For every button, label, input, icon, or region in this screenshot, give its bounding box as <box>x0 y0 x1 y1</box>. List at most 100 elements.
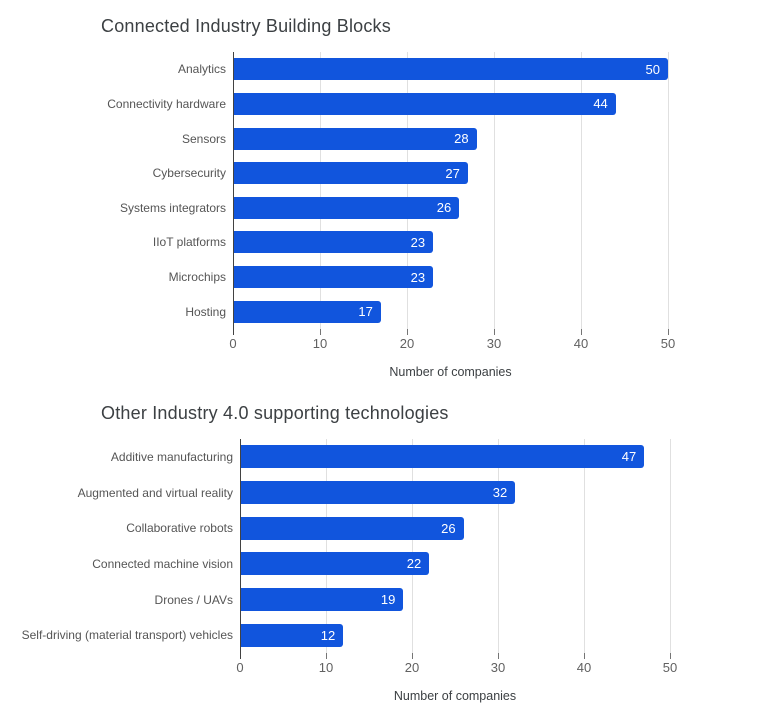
x-axis-title: Number of companies <box>393 689 517 703</box>
tick-label: 20 <box>399 336 415 351</box>
tick-label: 50 <box>662 660 678 675</box>
bar-row: Collaborative robots 26 <box>126 510 670 546</box>
category-label: Augmented and virtual reality <box>77 485 233 500</box>
tick-label: 20 <box>404 660 420 675</box>
tick-mark <box>584 653 585 659</box>
tick-mark <box>326 653 327 659</box>
tick-mark <box>494 329 495 335</box>
gridline <box>670 439 671 653</box>
plot-area: Additive manufacturing 47 Augmented and vi… <box>22 439 671 653</box>
bar: 47 <box>240 445 645 469</box>
tick-mark <box>407 329 408 335</box>
bar-value-label: 28 <box>454 131 469 147</box>
tick-label: 30 <box>490 660 506 675</box>
category-label: Additive manufacturing <box>110 449 233 464</box>
bar-row: Additive manufacturing 47 <box>111 439 670 475</box>
bar-row: Drones / UAVs 19 <box>155 582 670 618</box>
bar-row: Systems integrators 26 <box>120 191 668 226</box>
tick-label: 10 <box>318 660 334 675</box>
chart-connected-industry-building-blocks: Connected Industry Building Blocks Analy… <box>101 16 675 379</box>
gridline <box>407 52 408 329</box>
tick-label: 30 <box>486 336 502 351</box>
x-axis-title: Number of companies <box>389 365 512 379</box>
bar-row: Hosting 17 <box>185 294 668 329</box>
gridline <box>326 439 327 653</box>
chart-other-industry-supporting-technologies: Other Industry 4.0 supporting technologi… <box>0 403 770 703</box>
category-label: Collaborative robots <box>126 521 233 536</box>
gridline <box>320 52 321 329</box>
bar-row: Cybersecurity 27 <box>153 156 668 191</box>
bar-value-label: 26 <box>441 520 456 536</box>
bar-value-label: 47 <box>621 449 637 465</box>
bar: 32 <box>240 481 516 504</box>
bar-value-label: 26 <box>436 200 452 216</box>
bar-value-label: 17 <box>358 304 373 320</box>
bar-value-label: 44 <box>593 96 608 112</box>
gridline <box>581 52 582 329</box>
tick-mark <box>498 653 499 659</box>
bar-value-label: 19 <box>380 592 396 608</box>
bar: 22 <box>240 552 430 576</box>
bar-row: Self-driving (material transport) vehicl… <box>22 617 670 653</box>
category-label: Microchips <box>168 270 226 285</box>
tick-label: 40 <box>576 660 592 675</box>
tick-mark <box>240 653 241 659</box>
bar: 17 <box>233 300 381 323</box>
bar: 23 <box>233 266 434 289</box>
tick-label: 0 <box>229 336 237 351</box>
bar-row: Connected machine vision 22 <box>92 546 670 582</box>
bar-row: Analytics 50 <box>178 52 668 87</box>
bar: 26 <box>233 196 460 219</box>
tick-mark <box>581 329 582 335</box>
y-axis-line <box>233 52 234 329</box>
bar-row: Connectivity hardware 44 <box>107 87 668 122</box>
tick-label: 50 <box>660 336 676 351</box>
bar-value-label: 23 <box>410 234 426 250</box>
category-label: Self-driving (material transport) vehicl… <box>21 628 233 643</box>
tick-mark <box>320 329 321 335</box>
bar: 28 <box>233 127 477 150</box>
category-label: Analytics <box>177 62 226 77</box>
bar: 50 <box>233 58 668 81</box>
tick-mark <box>412 653 413 659</box>
gridline <box>498 439 499 653</box>
gridline <box>412 439 413 653</box>
chart-title: Other Industry 4.0 supporting technologi… <box>101 403 449 423</box>
category-label: Connected machine vision <box>92 556 233 571</box>
gridline <box>494 52 495 329</box>
category-label: Drones / UAVs <box>154 592 233 607</box>
bar: 44 <box>233 92 616 115</box>
gridline <box>668 52 669 329</box>
bar-row: IIoT platforms 23 <box>153 225 668 260</box>
tick-mark <box>233 329 234 335</box>
plot-area: Analytics 50 Connectivity hardware 44 Sensor… <box>107 52 669 329</box>
bar: 12 <box>240 623 344 647</box>
category-label: Connectivity hardware <box>107 96 226 111</box>
bar-row: Augmented and virtual reality 32 <box>78 475 670 511</box>
gridline <box>584 439 585 653</box>
bar-value-label: 27 <box>445 165 460 181</box>
category-label: Sensors <box>181 131 226 146</box>
bar: 23 <box>233 231 434 254</box>
tick-label: 40 <box>573 336 589 351</box>
tick-mark <box>668 329 669 335</box>
category-label: Systems integrators <box>119 200 226 215</box>
bar: 19 <box>240 588 404 612</box>
bar-row: Sensors 28 <box>182 121 668 156</box>
bar-row: Microchips 23 <box>169 260 668 295</box>
bar-value-label: 32 <box>492 485 508 500</box>
x-axis: 0 10 20 30 40 50 <box>229 329 675 353</box>
tick-label: 10 <box>312 336 328 351</box>
chart-title: Connected Industry Building Blocks <box>101 16 391 36</box>
category-label: Cybersecurity <box>152 166 226 181</box>
bar-value-label: 12 <box>320 627 336 643</box>
bar: 26 <box>240 516 464 540</box>
bar-value-label: 23 <box>410 269 426 285</box>
bar: 27 <box>233 162 468 185</box>
category-label: Hosting <box>185 304 226 319</box>
bar-value-label: 50 <box>645 61 660 77</box>
tick-mark <box>670 653 671 659</box>
tick-label: 0 <box>236 660 244 675</box>
category-label: IIoT platforms <box>152 235 226 250</box>
